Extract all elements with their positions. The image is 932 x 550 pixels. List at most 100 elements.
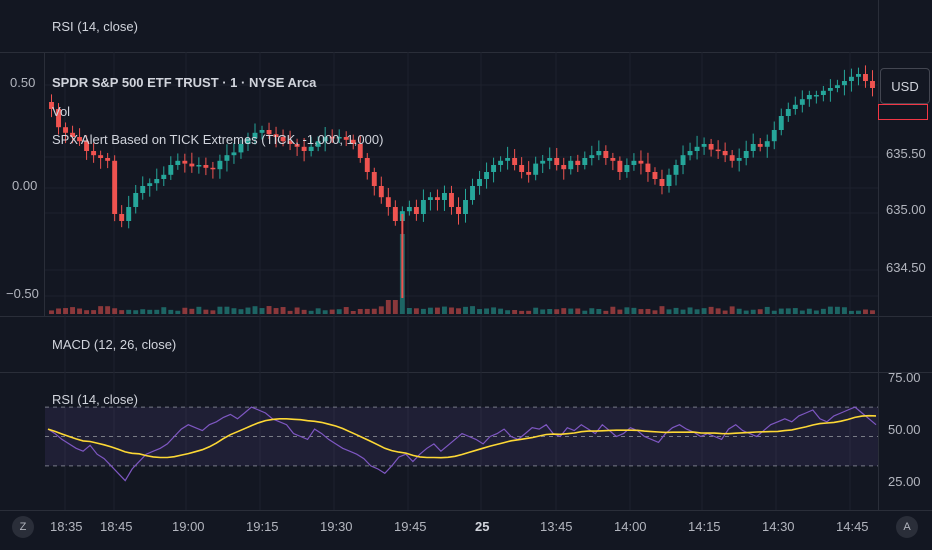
volume-bar — [56, 308, 61, 314]
currency-button[interactable]: USD — [880, 68, 930, 104]
candle-body — [757, 144, 763, 147]
macd-pane-label[interactable]: MACD (12, 26, close) — [52, 337, 177, 352]
candle-body — [196, 165, 202, 167]
candle-body — [357, 144, 363, 158]
volume-bar — [856, 310, 861, 314]
volume-bar — [294, 307, 300, 314]
volume-bar — [540, 309, 546, 314]
volume-bar — [378, 306, 384, 314]
candle-body — [813, 95, 819, 97]
grid-lines — [45, 52, 878, 510]
volume-bar — [413, 308, 419, 314]
candle-body — [722, 151, 728, 156]
left-axis-tick: 0.50 — [10, 75, 36, 90]
price-candles — [49, 65, 875, 298]
volume-bar — [799, 310, 805, 314]
candle-body — [140, 186, 146, 193]
candle-body — [189, 163, 195, 167]
candle-body — [582, 158, 588, 165]
price-axis-tick: 634.50 — [886, 260, 926, 275]
volume-bar — [554, 309, 560, 314]
candle-body — [547, 158, 553, 161]
volume-bar — [743, 310, 749, 314]
time-axis-tick: 14:45 — [836, 519, 869, 534]
rsi-plot — [45, 406, 878, 482]
volume-bar — [575, 308, 581, 314]
time-axis-tick: 19:00 — [172, 519, 205, 534]
left-axis-divider — [44, 52, 45, 316]
volume-bar — [336, 309, 342, 314]
volume-bar — [834, 306, 840, 314]
candle-body — [238, 144, 244, 153]
volume-bar — [371, 308, 377, 314]
volume-bar — [820, 308, 826, 314]
volume-bar — [708, 306, 714, 314]
candle-body — [575, 160, 581, 165]
symbol-title[interactable]: SPDR S&P 500 ETF TRUST · 1 · NYSE Arca — [52, 75, 317, 90]
volume-bar — [680, 309, 686, 314]
rsi-axis-tick: 50.00 — [888, 422, 921, 437]
candle-body — [56, 109, 61, 128]
candle-body — [350, 139, 356, 144]
volume-bar — [610, 306, 616, 314]
candle-body — [154, 179, 160, 184]
volume-bar — [147, 309, 153, 314]
volume-bar — [470, 306, 475, 314]
candle-body — [175, 160, 181, 165]
time-axis-tick: 14:30 — [762, 519, 795, 534]
candle-body — [666, 174, 672, 186]
candle-body — [491, 165, 497, 172]
zoom-button[interactable]: Z — [12, 516, 34, 538]
indicator-legend[interactable]: SPX Alert Based on TICK Extremes (TICK, … — [52, 132, 384, 147]
volume-bar — [715, 308, 721, 314]
candle-body — [827, 88, 833, 91]
candle-body — [245, 138, 251, 144]
price-axis-tick: 635.00 — [886, 202, 926, 217]
volume-bar — [119, 310, 125, 314]
volume-bars — [49, 234, 875, 314]
volume-bar — [203, 309, 209, 314]
candle-body — [715, 149, 721, 152]
candle-body — [126, 207, 132, 221]
volume-bar — [519, 310, 525, 314]
left-axis-tick: −0.50 — [6, 286, 39, 301]
volume-bar — [70, 307, 76, 314]
candle-body — [161, 174, 167, 179]
volume-bar — [427, 307, 433, 314]
volume-bar — [526, 310, 532, 314]
volume-bar — [870, 310, 875, 314]
top-rsi-pane-label[interactable]: RSI (14, close) — [52, 19, 138, 34]
volume-bar — [196, 306, 202, 314]
top-separator — [0, 52, 932, 53]
candle-body — [463, 200, 468, 214]
volume-bar — [252, 306, 258, 314]
candle-body — [505, 158, 511, 161]
candle-body — [371, 172, 377, 186]
candle-body — [315, 141, 321, 147]
volume-bar — [105, 306, 111, 314]
rsi-line — [47, 406, 877, 482]
left-axis-tick: 0.00 — [12, 178, 38, 193]
candle-body — [49, 102, 54, 109]
candle-body — [112, 160, 118, 214]
candle-body — [687, 151, 693, 156]
volume-bar — [722, 310, 728, 314]
candle-body — [98, 155, 104, 158]
volume-bar — [533, 307, 539, 314]
rsi-pane-label[interactable]: RSI (14, close) — [52, 392, 138, 407]
candle-body — [750, 144, 756, 151]
volume-bar — [364, 308, 370, 314]
candle-body — [329, 137, 335, 139]
time-axis-tick: 19:30 — [320, 519, 353, 534]
auto-scale-button[interactable]: A — [896, 516, 918, 538]
candle-body — [870, 81, 875, 88]
candle-body — [336, 137, 342, 139]
candle-body — [771, 130, 777, 142]
volume-bar — [231, 308, 237, 314]
rsi-ma-line — [47, 414, 877, 459]
candle-body — [259, 130, 265, 133]
volume-legend[interactable]: Vol — [52, 104, 71, 119]
candle-body — [863, 74, 868, 81]
candle-body — [224, 155, 230, 161]
